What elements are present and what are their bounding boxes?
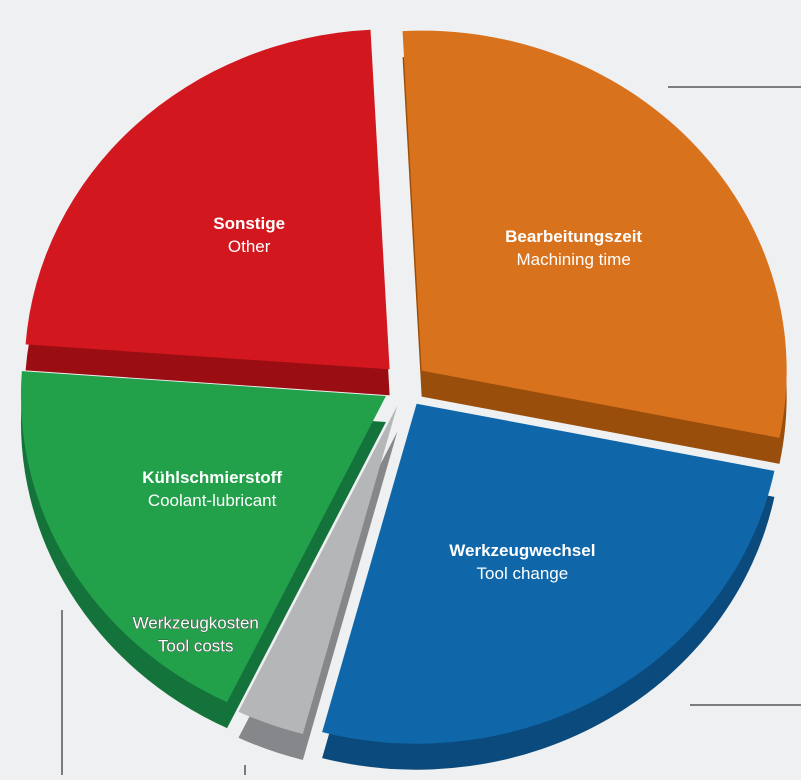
slice (20, 371, 386, 703)
slice (402, 30, 787, 438)
slice-label: Sonstige (213, 214, 285, 233)
slice-sublabel: Other (228, 237, 271, 256)
slice (322, 403, 775, 744)
slice-sublabel: Machining time (516, 250, 630, 269)
slice-label: Kühlschmierstoff (142, 468, 282, 487)
slice-label: Bearbeitungszeit (505, 227, 642, 246)
slice-sublabel: Tool change (477, 564, 569, 583)
slice (25, 29, 390, 370)
slice-sublabel: Tool costs (158, 637, 234, 656)
slice-label: Werkzeugkosten (133, 614, 259, 633)
slice-label: Werkzeugwechsel (449, 541, 595, 560)
slice-sublabel: Coolant-lubricant (148, 491, 277, 510)
slice (238, 405, 398, 735)
